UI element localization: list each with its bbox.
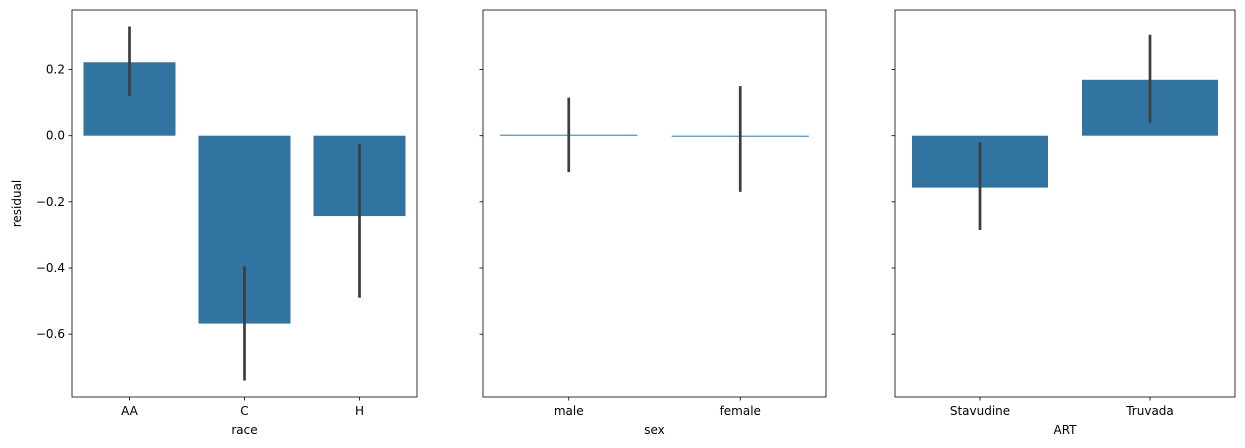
x-tick-label: H bbox=[355, 404, 364, 418]
chart-panel-art: Stavudine Truvada ART bbox=[891, 9, 1236, 437]
x-tick-label: female bbox=[720, 404, 761, 418]
y-tick-label: −0.6 bbox=[36, 327, 65, 341]
y-tick-label: −0.4 bbox=[36, 261, 65, 275]
x-axis-label: sex bbox=[644, 423, 665, 437]
axes-frame bbox=[894, 9, 1236, 398]
x-axis-label: ART bbox=[1053, 423, 1077, 437]
x-tick-label: AA bbox=[121, 404, 139, 418]
y-tick-label: −0.2 bbox=[36, 195, 65, 209]
x-tick-label: Truvada bbox=[1125, 404, 1174, 418]
x-axis-label: race bbox=[231, 423, 257, 437]
x-tick-label: C bbox=[240, 404, 248, 418]
axes-frame bbox=[482, 9, 827, 398]
chart-panel-sex: male female sex bbox=[479, 9, 827, 437]
y-tick-label: 0.0 bbox=[46, 129, 65, 143]
y-axis-label: residual bbox=[10, 180, 24, 228]
x-tick-label: male bbox=[554, 404, 584, 418]
y-tick-label: 0.2 bbox=[46, 63, 65, 77]
x-tick-label: Stavudine bbox=[950, 404, 1010, 418]
